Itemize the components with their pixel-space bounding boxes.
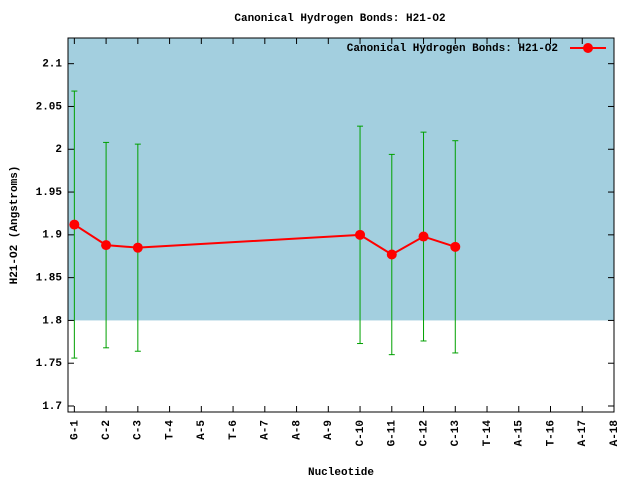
x-tick-label: T-4 xyxy=(164,420,176,440)
y-tick-label: 1.85 xyxy=(36,273,63,285)
legend-label: Canonical Hydrogen Bonds: H21-O2 xyxy=(347,43,558,55)
data-point xyxy=(386,249,397,260)
x-tick-label: A-15 xyxy=(514,420,526,447)
x-tick-label: A-5 xyxy=(196,420,208,440)
y-tick-label: 2.05 xyxy=(36,101,63,113)
x-tick-label: G-1 xyxy=(69,420,81,440)
x-tick-label: C-2 xyxy=(101,420,113,440)
data-point xyxy=(418,231,429,242)
legend-marker xyxy=(583,43,593,53)
x-tick-label: C-3 xyxy=(133,420,145,440)
x-tick-label: C-13 xyxy=(450,420,462,447)
y-tick-label: 2.1 xyxy=(42,59,62,71)
y-axis-label: H21-O2 (Angstroms) xyxy=(9,166,21,285)
data-point xyxy=(450,241,461,252)
plot-frame xyxy=(67,37,615,413)
x-tick-label: T-14 xyxy=(482,420,494,447)
shaded-region xyxy=(68,38,614,321)
x-tick-label: A-7 xyxy=(260,420,272,440)
x-tick-label: A-8 xyxy=(291,420,303,440)
y-tick-label: 1.9 xyxy=(42,230,62,242)
y-tick-label: 1.75 xyxy=(36,358,63,370)
x-tick-label: A-18 xyxy=(609,420,621,447)
data-point xyxy=(69,219,80,230)
x-tick-label: T-6 xyxy=(228,420,240,440)
y-tick-label: 1.95 xyxy=(36,187,63,199)
x-tick-label: C-10 xyxy=(355,420,367,446)
y-tick-label: 1.8 xyxy=(42,315,62,327)
chart-title: Canonical Hydrogen Bonds: H21-O2 xyxy=(234,13,445,25)
data-point xyxy=(132,242,143,253)
data-point xyxy=(355,229,366,240)
x-axis-label: Nucleotide xyxy=(308,467,374,479)
y-tick-label: 2 xyxy=(55,144,62,156)
x-tick-label: C-12 xyxy=(418,420,430,446)
y-tick-label: 1.7 xyxy=(42,401,62,413)
data-point xyxy=(101,240,112,251)
x-tick-label: A-9 xyxy=(323,420,335,440)
x-tick-label: T-16 xyxy=(545,420,557,446)
x-tick-label: G-11 xyxy=(387,420,399,447)
x-tick-label: A-17 xyxy=(577,420,589,446)
